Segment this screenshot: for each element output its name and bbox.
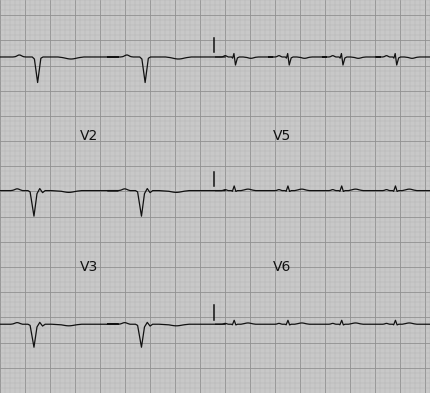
Text: V5: V5 — [273, 129, 291, 143]
Text: V2: V2 — [80, 129, 98, 143]
Text: V6: V6 — [273, 260, 292, 274]
Text: V3: V3 — [80, 260, 98, 274]
